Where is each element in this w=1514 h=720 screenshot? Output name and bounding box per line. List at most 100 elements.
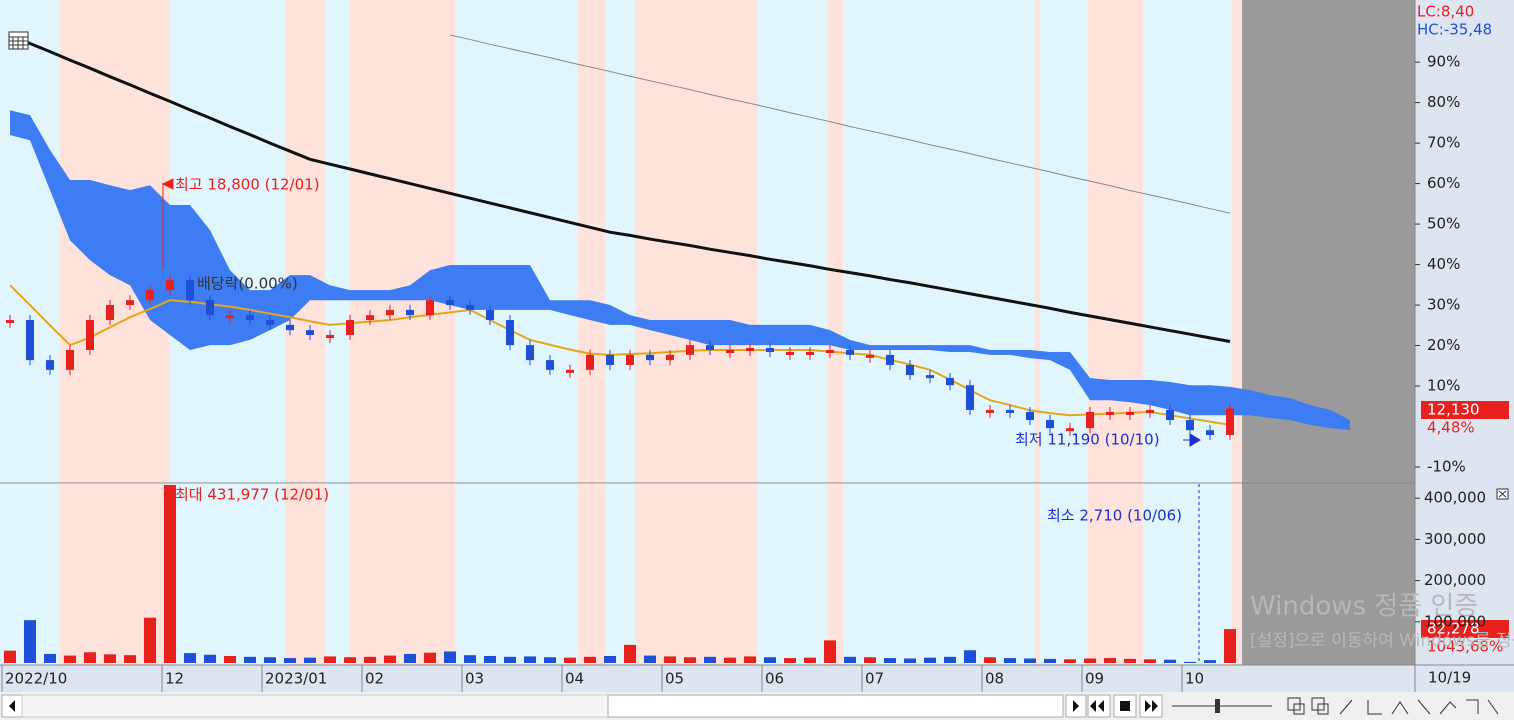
y-tick-label: 200,000 (1424, 571, 1486, 589)
candle (1166, 409, 1174, 421)
zoom-slider[interactable] (1172, 699, 1272, 713)
period-band (325, 0, 350, 483)
volume-bar (1044, 658, 1056, 663)
candle (586, 354, 594, 370)
period-band (1143, 484, 1232, 665)
period-band (1040, 0, 1088, 483)
candle (86, 320, 94, 351)
volume-bar (1004, 658, 1016, 663)
plot (4, 33, 1350, 663)
x-tick-label: 07 (865, 670, 884, 688)
y-tick-label: 100,000 (1424, 612, 1486, 630)
volume-bar (164, 485, 176, 663)
volume-bar (144, 617, 156, 663)
x-tick-label: 02 (365, 670, 384, 688)
candle (126, 300, 134, 306)
volume-bar (604, 655, 616, 663)
y-tick-label: -10% (1427, 458, 1466, 476)
candle (46, 360, 54, 370)
period-band (578, 0, 605, 483)
candle (346, 320, 354, 336)
volume-bar (724, 657, 736, 663)
candle (166, 279, 174, 291)
candle (746, 347, 754, 351)
period-band (843, 484, 1035, 665)
candle (1126, 411, 1134, 415)
candle (986, 409, 994, 413)
volume-bar (904, 658, 916, 663)
scroll-track[interactable] (21, 694, 609, 718)
last-price: 12,130 (1427, 401, 1480, 419)
period-bands (0, 0, 1242, 665)
candle (1026, 411, 1034, 421)
y-tick-label: 50% (1427, 215, 1460, 233)
dividend-annotation: 배당락(0.00%) (197, 275, 298, 293)
volume-bar (384, 655, 396, 663)
watermark-title: Windows 정품 인증 (1250, 592, 1478, 622)
playback-buttons[interactable] (1065, 694, 1163, 718)
scroll-thumb[interactable] (607, 694, 1064, 718)
period-band (285, 0, 325, 483)
volume-bar (424, 652, 436, 663)
volume-bar (1024, 658, 1036, 663)
period-band (635, 0, 757, 483)
y-tick-label: 70% (1427, 134, 1460, 152)
watermark-text: [설정]으로 이동하여 Windows를 정품 인증합니다. (1250, 631, 1514, 651)
y-tick-label: 10% (1427, 377, 1460, 395)
tool-icons[interactable] (1287, 697, 1499, 715)
volume-bar (444, 651, 456, 663)
volume-bar (964, 650, 976, 663)
volume-bar (264, 657, 276, 663)
y-tick-label: 90% (1427, 53, 1460, 71)
candle (846, 350, 854, 355)
volume-bar (624, 644, 636, 663)
candle (686, 345, 694, 355)
min-annotation: 최소 2,710 (10/06) (1047, 507, 1182, 525)
volume-bar (1104, 658, 1116, 663)
candle (466, 305, 474, 310)
volume-bar (1124, 658, 1136, 663)
candle (306, 330, 314, 336)
volume-bar (864, 657, 876, 663)
high-marker (161, 178, 174, 270)
volume-bar (504, 656, 516, 663)
last-price-box (1421, 401, 1509, 419)
candle (626, 354, 634, 365)
volume-bar (304, 657, 316, 663)
candle (386, 309, 394, 316)
volume-bar (584, 656, 596, 663)
period-band (350, 0, 455, 483)
candle (226, 315, 234, 319)
candle (946, 377, 954, 386)
candle (1146, 409, 1154, 413)
volume-bar (204, 654, 216, 663)
volume-bar (1064, 659, 1076, 663)
volume-bar (784, 658, 796, 663)
volume-bar (844, 656, 856, 663)
candle (146, 290, 154, 301)
candle (406, 309, 414, 316)
y-tick-label: 60% (1427, 174, 1460, 192)
x-tick-label: 08 (985, 670, 1004, 688)
low-marker (1183, 433, 1201, 447)
volume-bar (484, 655, 496, 663)
period-band (325, 484, 350, 665)
y-tick-label: 80% (1427, 93, 1460, 111)
volume-bar (544, 657, 556, 663)
volume-bar (764, 657, 776, 663)
candle (1186, 420, 1194, 431)
candle (26, 320, 34, 361)
period-band (455, 484, 578, 665)
period-band (1040, 484, 1088, 665)
calendar-icon[interactable] (8, 31, 29, 50)
candle (186, 279, 194, 301)
candle (926, 375, 934, 379)
y-tick-label: 40% (1427, 255, 1460, 273)
period-band (757, 0, 828, 483)
period-band (828, 0, 843, 483)
close-icon[interactable] (1496, 488, 1509, 500)
max-marker (163, 489, 173, 499)
period-band (1035, 484, 1040, 665)
